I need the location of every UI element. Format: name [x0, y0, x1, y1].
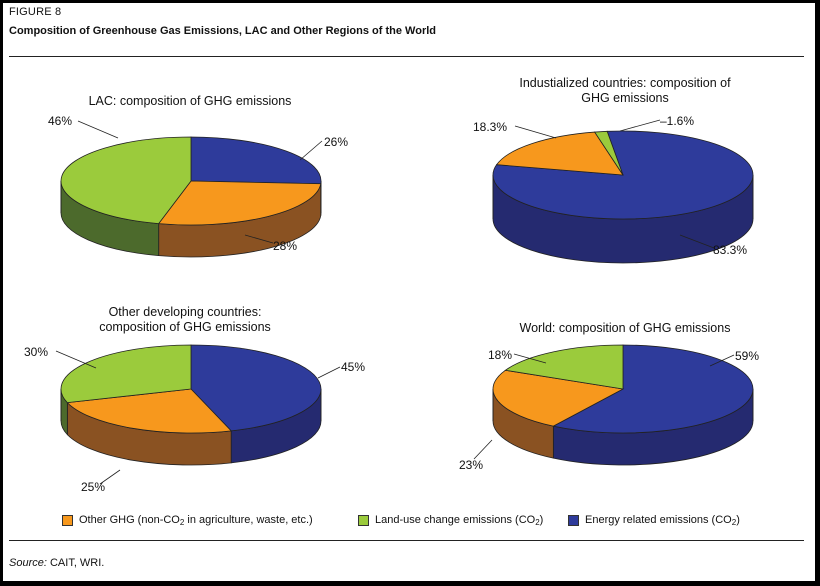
pie-slice-3-1 — [492, 369, 625, 427]
pct-world-energy: 59% — [735, 349, 760, 363]
legend-swatch-energy — [568, 514, 579, 526]
leader-line-0-1 — [244, 234, 274, 244]
legend-other-ghg: Other GHG (non-CO2 in agriculture, waste… — [62, 514, 313, 527]
leader-line-3-0 — [709, 354, 735, 367]
pie-slice-2-0 — [190, 344, 322, 432]
source-note: Source: CAIT, WRI. — [9, 557, 105, 569]
pie-chart-2 — [55, 344, 341, 485]
legend-label-land-use: Land-use change emissions (CO2) — [375, 514, 544, 527]
leader-line-0-2 — [77, 120, 119, 139]
pct-ind-other: 18.3% — [473, 120, 508, 134]
legend-land-use: Land-use change emissions (CO2) — [358, 514, 544, 527]
pct-lac-other: 28% — [273, 239, 298, 253]
pie-slice-0-1 — [157, 180, 322, 226]
pie-slice-0-2 — [60, 136, 192, 225]
pct-dev-energy: 45% — [341, 360, 366, 374]
legend-label-energy: Energy related emissions (CO2) — [585, 514, 740, 527]
legend-swatch-land-use — [358, 514, 369, 526]
pie-chart-0 — [60, 120, 323, 258]
pct-dev-other: 25% — [81, 480, 106, 494]
pie-title-industrialized: Industialized countries: composition of … — [519, 76, 731, 105]
pct-lac-energy: 26% — [324, 135, 349, 149]
pie-slice-1-2 — [593, 130, 624, 176]
figure-label: FIGURE 8 — [9, 6, 62, 18]
pct-ind-landuse: –1.6% — [660, 114, 695, 128]
leader-line-3-1 — [473, 439, 493, 460]
pie-slice-1-1 — [495, 131, 624, 176]
bottom-rule — [9, 540, 804, 541]
legend-energy: Energy related emissions (CO2) — [568, 514, 740, 527]
pie-slice-3-2 — [504, 344, 624, 390]
leader-line-2-1 — [99, 469, 121, 485]
leader-line-0-0 — [299, 140, 323, 161]
pie-slice-0-0 — [190, 136, 322, 185]
pct-world-other: 23% — [459, 458, 484, 472]
pie-slice-3-0 — [552, 344, 754, 434]
leader-line-3-2 — [513, 353, 547, 364]
pie-slice-2-1 — [66, 388, 233, 434]
pct-lac-landuse: 46% — [48, 114, 73, 128]
pie-chart-1 — [492, 119, 754, 264]
top-rule — [9, 56, 804, 57]
figure-title: Composition of Greenhouse Gas Emissions,… — [9, 25, 437, 37]
pct-ind-energy: 83.3% — [713, 243, 748, 257]
leader-line-1-1 — [514, 125, 557, 139]
leader-line-1-0 — [679, 234, 715, 249]
pct-dev-landuse: 30% — [24, 345, 49, 359]
pct-world-landuse: 18% — [488, 348, 513, 362]
legend-swatch-other-ghg — [62, 514, 73, 526]
leader-line-1-2 — [619, 119, 661, 132]
leader-line-2-2 — [55, 350, 97, 369]
pie-title-lac: LAC: composition of GHG emissions — [88, 94, 292, 108]
pie-title-world: World: composition of GHG emissions — [519, 321, 731, 335]
pie-slice-2-2 — [60, 344, 192, 404]
pie-chart-3 — [473, 344, 754, 466]
legend-label-other-ghg: Other GHG (non-CO2 in agriculture, waste… — [79, 514, 313, 527]
leader-line-2-0 — [317, 366, 341, 379]
pie-title-other-developing: Other developing countries: composition … — [99, 305, 271, 334]
